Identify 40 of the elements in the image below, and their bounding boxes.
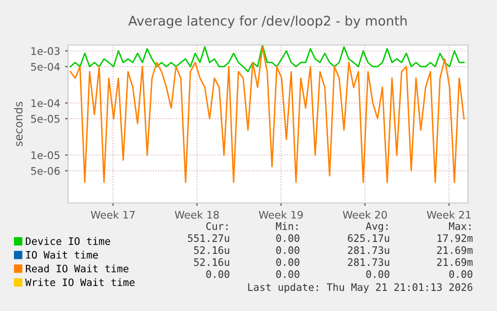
x-tick-label: Week 18 xyxy=(174,210,219,219)
legend-label: Device IO time xyxy=(26,237,110,245)
y-tick-label: 1e-05 xyxy=(31,151,60,160)
x-tick-label: Week 17 xyxy=(90,210,135,219)
text: Cur: xyxy=(206,222,228,230)
legend-label: Write IO Wait time xyxy=(25,278,135,286)
text: Avg: xyxy=(366,222,388,232)
text: 281.73u xyxy=(348,246,390,254)
text: 52.16u xyxy=(194,246,230,254)
y-tick-label: 5e-06 xyxy=(31,166,60,175)
text: 281.73u xyxy=(348,258,390,266)
text: 551.27u xyxy=(188,234,230,242)
line-series xyxy=(70,45,465,72)
line-series xyxy=(70,46,465,183)
y-tick-label: 5e-04 xyxy=(31,62,60,71)
text: 0.00 xyxy=(276,234,300,242)
text: 0.00 xyxy=(276,258,300,266)
legend-label: Read IO Wait time xyxy=(26,264,128,272)
text: 52.16u xyxy=(194,258,230,266)
text: 0.00 xyxy=(366,270,390,278)
text: 0.00 xyxy=(449,270,472,278)
chart-title: Average latency for /dev/loop2 - by month xyxy=(128,16,407,28)
text: 17.92m xyxy=(438,234,473,242)
text: Min: xyxy=(276,222,298,230)
text: 21.69m xyxy=(437,246,473,254)
y-axis-title: seconds xyxy=(14,102,23,146)
x-tick-label: Week 20 xyxy=(342,210,387,219)
legend-label: IO Wait time xyxy=(26,250,98,259)
text: 0.00 xyxy=(276,270,300,278)
text: 21.69m xyxy=(437,258,473,266)
text: Last update: Thu May 21 21:01:13 2026 xyxy=(248,283,472,293)
x-tick-label: Week 19 xyxy=(258,210,303,219)
y-tick-label: 5e-05 xyxy=(31,114,60,123)
text: Max: xyxy=(449,222,471,230)
y-tick-label: 1e-03 xyxy=(31,47,60,56)
x-tick-label: Week 21 xyxy=(426,210,471,219)
text: 0.00 xyxy=(276,246,300,254)
text: 0.00 xyxy=(206,270,230,278)
text: 625.17u xyxy=(348,234,390,242)
y-tick-label: 1e-04 xyxy=(31,99,60,108)
